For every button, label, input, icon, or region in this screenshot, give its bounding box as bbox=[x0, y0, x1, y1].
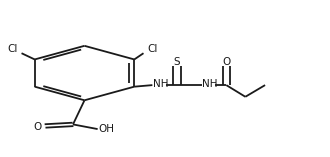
Text: NH: NH bbox=[202, 79, 217, 89]
Text: Cl: Cl bbox=[148, 43, 158, 54]
Text: O: O bbox=[34, 122, 42, 132]
Text: O: O bbox=[222, 57, 230, 67]
Text: NH: NH bbox=[152, 79, 168, 89]
Text: S: S bbox=[174, 57, 180, 67]
Text: OH: OH bbox=[99, 124, 115, 134]
Text: Cl: Cl bbox=[7, 44, 17, 54]
